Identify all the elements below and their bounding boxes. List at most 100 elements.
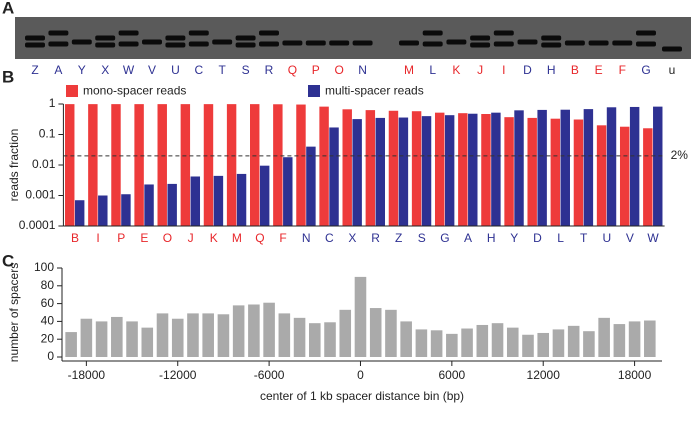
bar xyxy=(329,127,339,226)
gel-band xyxy=(399,40,419,46)
gel-band xyxy=(517,39,538,45)
x-tick-label: B xyxy=(71,231,79,245)
bar xyxy=(217,314,230,357)
x-tick-label: X xyxy=(348,231,356,245)
bar xyxy=(514,110,524,226)
lane-label: B xyxy=(571,63,579,77)
gel-band xyxy=(329,40,350,46)
bar xyxy=(65,332,77,357)
x-tick-label: K xyxy=(210,231,218,245)
gel-band xyxy=(48,41,69,47)
bar xyxy=(461,328,473,357)
bar xyxy=(259,165,270,226)
x-tick-label: -12000 xyxy=(159,368,197,382)
gel-band xyxy=(71,39,92,45)
gel-band xyxy=(165,35,186,41)
x-tick-label: W xyxy=(647,231,659,245)
x-tick-label: D xyxy=(533,231,542,245)
gel-band xyxy=(636,30,656,36)
bar xyxy=(468,113,478,226)
bar xyxy=(430,330,443,357)
lane-label: E xyxy=(595,63,603,77)
bar xyxy=(506,327,519,357)
bar xyxy=(560,109,570,226)
gel-band xyxy=(259,41,279,47)
lane-label: T xyxy=(219,63,227,77)
bar xyxy=(385,309,397,357)
bar xyxy=(415,329,428,357)
bar xyxy=(446,333,458,357)
bar xyxy=(111,104,121,226)
y-tick-label: 0 xyxy=(47,349,54,363)
x-tick-label: Q xyxy=(255,231,264,245)
y-tick-label: 100 xyxy=(34,260,54,274)
x-tick-label: E xyxy=(140,231,148,245)
bar xyxy=(144,184,154,226)
lane-label: G xyxy=(641,63,650,77)
bar xyxy=(643,128,653,226)
lane-label: C xyxy=(194,63,203,77)
bar xyxy=(567,325,580,357)
gel-band xyxy=(118,41,139,47)
x-axis-label: center of 1 kb spacer distance bin (bp) xyxy=(260,389,464,403)
bar xyxy=(134,104,144,226)
panel-label: A xyxy=(2,0,14,17)
gel-band xyxy=(636,41,656,47)
x-tick-label: L xyxy=(557,231,564,245)
bar xyxy=(504,117,514,226)
bar xyxy=(248,304,260,357)
bar xyxy=(629,106,640,226)
bar xyxy=(293,317,306,357)
lane-label: V xyxy=(148,63,156,77)
y-tick-label: 80 xyxy=(41,278,55,292)
bar xyxy=(354,276,367,357)
gel-background xyxy=(15,17,691,59)
lane-label: A xyxy=(54,63,62,77)
bar xyxy=(167,183,177,226)
y-tick-label: 60 xyxy=(41,296,55,310)
lane-label: Q xyxy=(288,63,297,77)
bar xyxy=(491,112,501,226)
gel-band xyxy=(662,46,682,52)
gel-band xyxy=(188,41,209,47)
gel-band xyxy=(588,40,609,46)
x-tick-label: S xyxy=(418,231,426,245)
gel-band xyxy=(95,42,116,48)
panel-label: C xyxy=(2,251,14,270)
gel-band xyxy=(25,35,45,41)
bar xyxy=(306,146,316,226)
bar xyxy=(352,119,362,226)
bar xyxy=(537,332,550,357)
y-tick-label: 1 xyxy=(49,96,56,110)
y-tick-label: 20 xyxy=(41,331,55,345)
bar xyxy=(434,112,445,226)
gel-band xyxy=(259,30,279,36)
bar xyxy=(400,321,412,357)
bar xyxy=(111,316,123,357)
gel-band xyxy=(188,30,209,36)
bar xyxy=(95,321,108,357)
bar xyxy=(421,116,432,226)
lane-label: Z xyxy=(31,63,38,77)
x-tick-label: A xyxy=(464,231,472,245)
gel-band xyxy=(493,30,514,36)
bar xyxy=(157,104,167,226)
gel-band xyxy=(422,30,443,36)
gel-band xyxy=(422,41,443,47)
gel-band xyxy=(470,35,491,41)
lane-label: S xyxy=(242,63,250,77)
y-axis-label: reads fraction xyxy=(7,129,21,202)
bar xyxy=(398,117,409,226)
x-tick-label: M xyxy=(232,231,242,245)
bar xyxy=(180,104,191,226)
bar xyxy=(583,109,594,226)
bar xyxy=(232,305,245,357)
bar xyxy=(583,331,595,357)
bar xyxy=(619,126,630,226)
gel-band xyxy=(142,39,162,45)
bar xyxy=(283,157,293,226)
bar xyxy=(278,313,291,357)
bar xyxy=(324,322,336,357)
bar xyxy=(263,302,275,357)
